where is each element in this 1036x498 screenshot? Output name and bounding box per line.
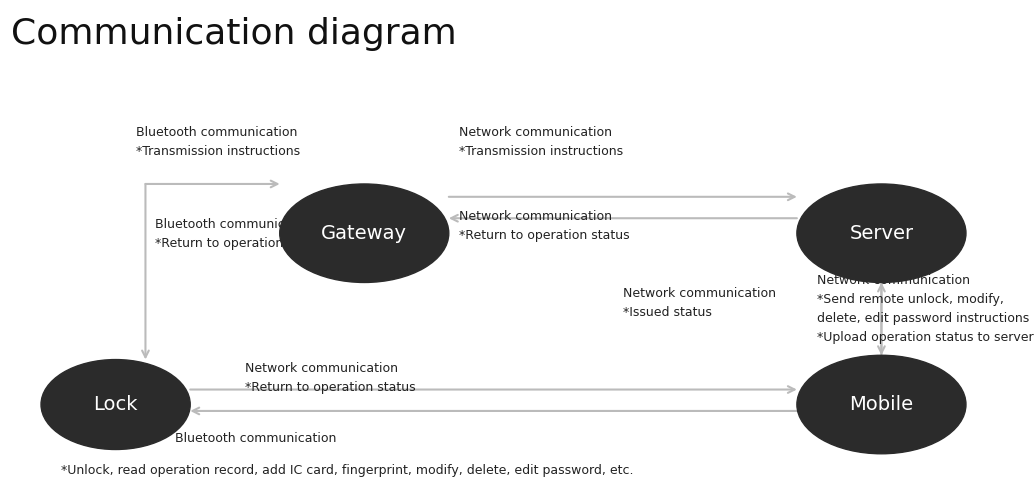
Text: Network communication
*Send remote unlock, modify,
delete, edit password instruc: Network communication *Send remote unloc… xyxy=(816,274,1033,344)
Text: Network communication
*Issued status: Network communication *Issued status xyxy=(623,287,776,319)
Text: Bluetooth communication
*Return to operation status: Bluetooth communication *Return to opera… xyxy=(155,218,326,250)
Text: Gateway: Gateway xyxy=(321,224,407,243)
Text: Server: Server xyxy=(850,224,914,243)
Text: *Unlock, read operation record, add IC card, fingerprint, modify, delete, edit p: *Unlock, read operation record, add IC c… xyxy=(61,465,633,478)
Text: Network communication
*Return to operation status: Network communication *Return to operati… xyxy=(459,210,629,242)
Text: Bluetooth communication: Bluetooth communication xyxy=(175,432,337,445)
Text: Mobile: Mobile xyxy=(850,395,914,414)
Text: Lock: Lock xyxy=(93,395,138,414)
Ellipse shape xyxy=(280,184,449,282)
Text: Network communication
*Transmission instructions: Network communication *Transmission inst… xyxy=(459,126,623,158)
Text: Communication diagram: Communication diagram xyxy=(11,17,457,51)
Ellipse shape xyxy=(797,355,966,454)
Text: Bluetooth communication
*Transmission instructions: Bluetooth communication *Transmission in… xyxy=(136,126,299,158)
Ellipse shape xyxy=(41,360,191,450)
Text: Network communication
*Return to operation status: Network communication *Return to operati… xyxy=(244,362,415,394)
Ellipse shape xyxy=(797,184,966,282)
